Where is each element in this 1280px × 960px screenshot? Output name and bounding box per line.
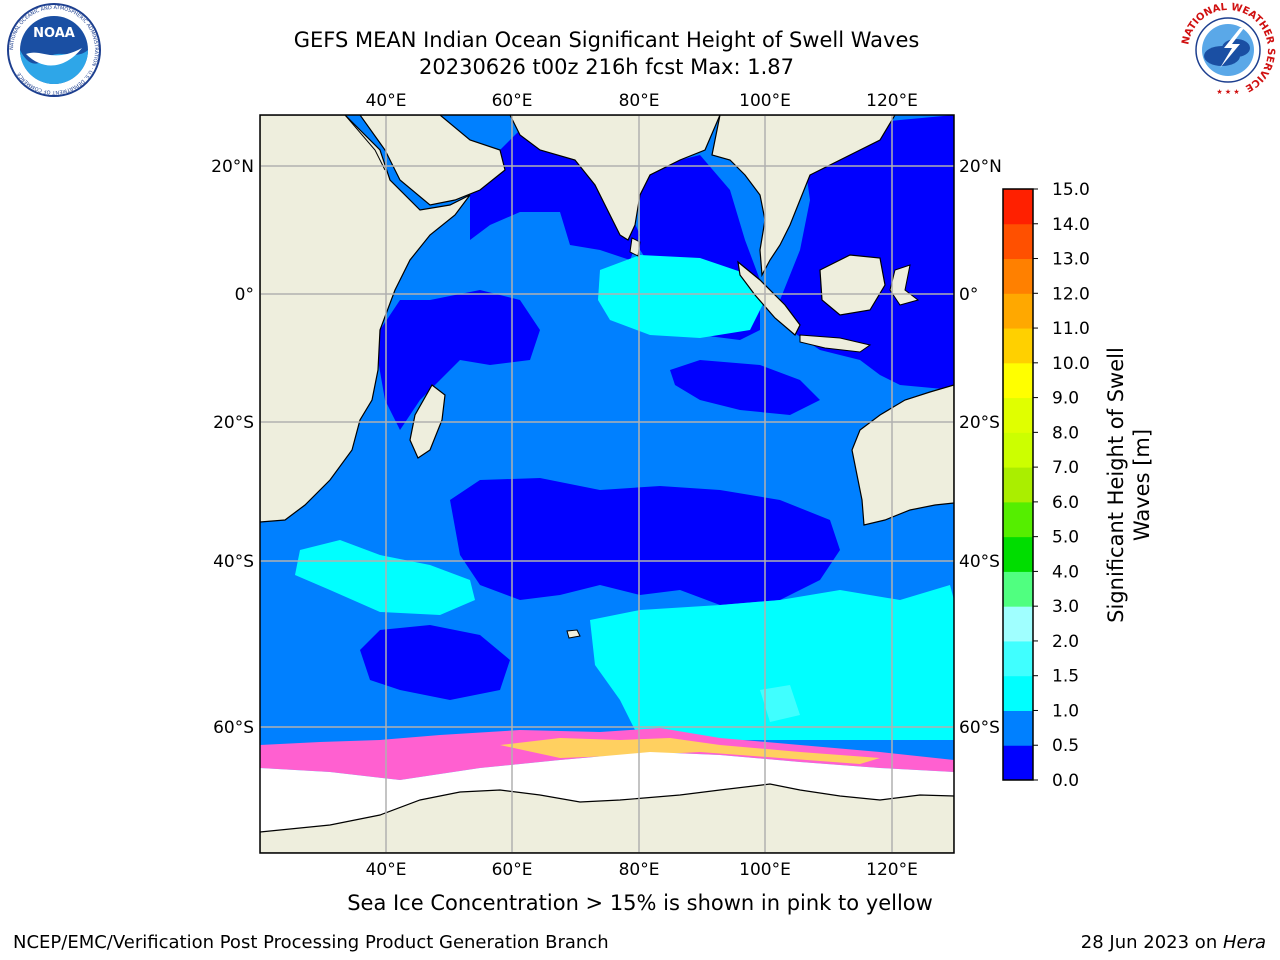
lat-label-right-0: 0° (959, 285, 978, 305)
colorbar-tick-label: 0.5 (1052, 736, 1079, 756)
lon-label-bottom-40: 40°E (366, 860, 407, 880)
map-gridlines (260, 115, 954, 853)
lon-label-bottom-100: 100°E (739, 860, 791, 880)
lat-label-left-20s: 20°S (213, 413, 254, 433)
nws-logo: NATIONAL WEATHER SERVICE ★ ★ ★ (1180, 2, 1276, 96)
colorbar-segment (1003, 536, 1033, 572)
map-area (260, 115, 954, 853)
footer-date: 28 Jun 2023 on Hera (1081, 932, 1266, 953)
lat-label-right-40s: 40°S (959, 552, 1000, 572)
lon-label-top-120: 120°E (866, 91, 918, 111)
colorbar-tick-label: 11.0 (1052, 319, 1090, 339)
swell-high-southeast (590, 585, 954, 740)
antarctica-land (260, 783, 954, 853)
lat-label-left-40s: 40°S (213, 552, 254, 572)
lon-label-top-40: 40°E (366, 91, 407, 111)
australia-land (851, 384, 954, 526)
se-asia-land (711, 115, 896, 278)
colorbar-tick-label: 8.0 (1052, 423, 1079, 443)
colorbar-segment (1003, 362, 1033, 399)
colorbar-segment (1003, 640, 1033, 677)
java-land (799, 334, 872, 353)
colorbar-tick-label: 9.0 (1052, 389, 1079, 409)
sulawesi-land (889, 264, 920, 306)
kerguelen-land (566, 629, 581, 639)
colorbar-tick-label: 7.0 (1052, 458, 1079, 478)
colorbar-tick-label: 15.0 (1052, 180, 1090, 200)
colorbar-segment (1003, 223, 1033, 260)
colorbar-label-line1: Significant Height of Swell (1104, 347, 1128, 623)
colorbar-segment (1003, 432, 1033, 468)
colorbar-segment (1003, 745, 1033, 781)
colorbar-segment (1003, 606, 1033, 642)
colorbar-tick-label: 2.0 (1052, 632, 1079, 652)
sumatra-land (737, 260, 801, 336)
colorbar-segment (1003, 571, 1033, 607)
colorbar-segment (1003, 675, 1033, 711)
swell-low-south-central (360, 360, 840, 700)
footer-machine: Hera (1222, 932, 1266, 953)
colorbar-segment (1003, 710, 1033, 746)
lat-label-left-60s: 60°S (213, 718, 254, 738)
swell-high-patch (760, 685, 800, 722)
colorbar-tick-label: 13.0 (1052, 250, 1090, 270)
colorbar-tick-label: 6.0 (1052, 493, 1079, 513)
colorbar-segment (1003, 501, 1033, 538)
lon-label-top-100: 100°E (739, 91, 791, 111)
map-frame (259, 114, 955, 854)
colorbar-tick-label: 3.0 (1052, 597, 1079, 617)
lat-label-right-20s: 20°S (959, 413, 1000, 433)
lat-label-left-20n: 20°N (211, 157, 254, 177)
colorbar-tick-label: 1.5 (1052, 667, 1079, 687)
colorbar-tick-label: 4.0 (1052, 562, 1079, 582)
footer-date-text: 28 Jun 2023 on (1080, 932, 1223, 953)
svg-text:★ ★ ★: ★ ★ ★ (1216, 88, 1239, 96)
lat-label-right-60s: 60°S (959, 718, 1000, 738)
lon-label-bottom-80: 80°E (619, 860, 660, 880)
colorbar-segment (1003, 328, 1033, 364)
colorbar-segment (1003, 293, 1033, 329)
colorbar-tick-label: 14.0 (1052, 215, 1090, 235)
colorbar-frame (1002, 188, 1034, 781)
africa-land (260, 115, 471, 523)
colorbar-tick-label: 12.0 (1052, 284, 1090, 304)
lat-label-left-0: 0° (235, 285, 254, 305)
lon-label-bottom-120: 120°E (866, 860, 918, 880)
colorbar-segment (1003, 189, 1033, 225)
colorbar-tick-label: 0.0 (1052, 771, 1079, 791)
colorbar-tick-label: 1.0 (1052, 701, 1079, 721)
swell-high-southwest (295, 540, 475, 615)
lon-label-top-60: 60°E (492, 91, 533, 111)
colorbar: 0.0 0.5 1.0 1.5 2.0 3.0 4.0 5.0 6.0 7.0 8.0 9.0 10.0… (1002, 180, 1090, 791)
borneo-land (819, 254, 886, 316)
svg-text:NOAA: NOAA (33, 26, 75, 41)
colorbar-label-line2: Waves [m] (1130, 429, 1154, 541)
noaa-logo: NOAA NATIONAL OCEANIC AND ATMOSPHERIC AD… (7, 3, 101, 97)
colorbar-tick-label: 10.0 (1052, 354, 1090, 374)
colorbar-segment (1003, 467, 1033, 503)
lon-label-bottom-60: 60°E (492, 860, 533, 880)
chart-title: GEFS MEAN Indian Ocean Significant Heigh… (293, 28, 920, 52)
colorbar-tick-label: 5.0 (1052, 528, 1079, 548)
lat-label-right-20n: 20°N (959, 157, 1002, 177)
swell-low-north (378, 115, 954, 430)
srilanka-land (629, 237, 641, 257)
lon-label-top-80: 80°E (619, 91, 660, 111)
sea-ice-yellow (500, 738, 880, 764)
footer-credit: NCEP/EMC/Verification Post Processing Pr… (13, 932, 609, 953)
colorbar-segment (1003, 397, 1033, 433)
colorbar-segment (1003, 258, 1033, 294)
sea-ice-footnote: Sea Ice Concentration > 15% is shown in … (347, 891, 933, 915)
chart-subtitle: 20230626 t00z 216h fcst Max: 1.87 (419, 55, 794, 79)
india-land (509, 115, 721, 241)
arabia-land (359, 115, 506, 206)
